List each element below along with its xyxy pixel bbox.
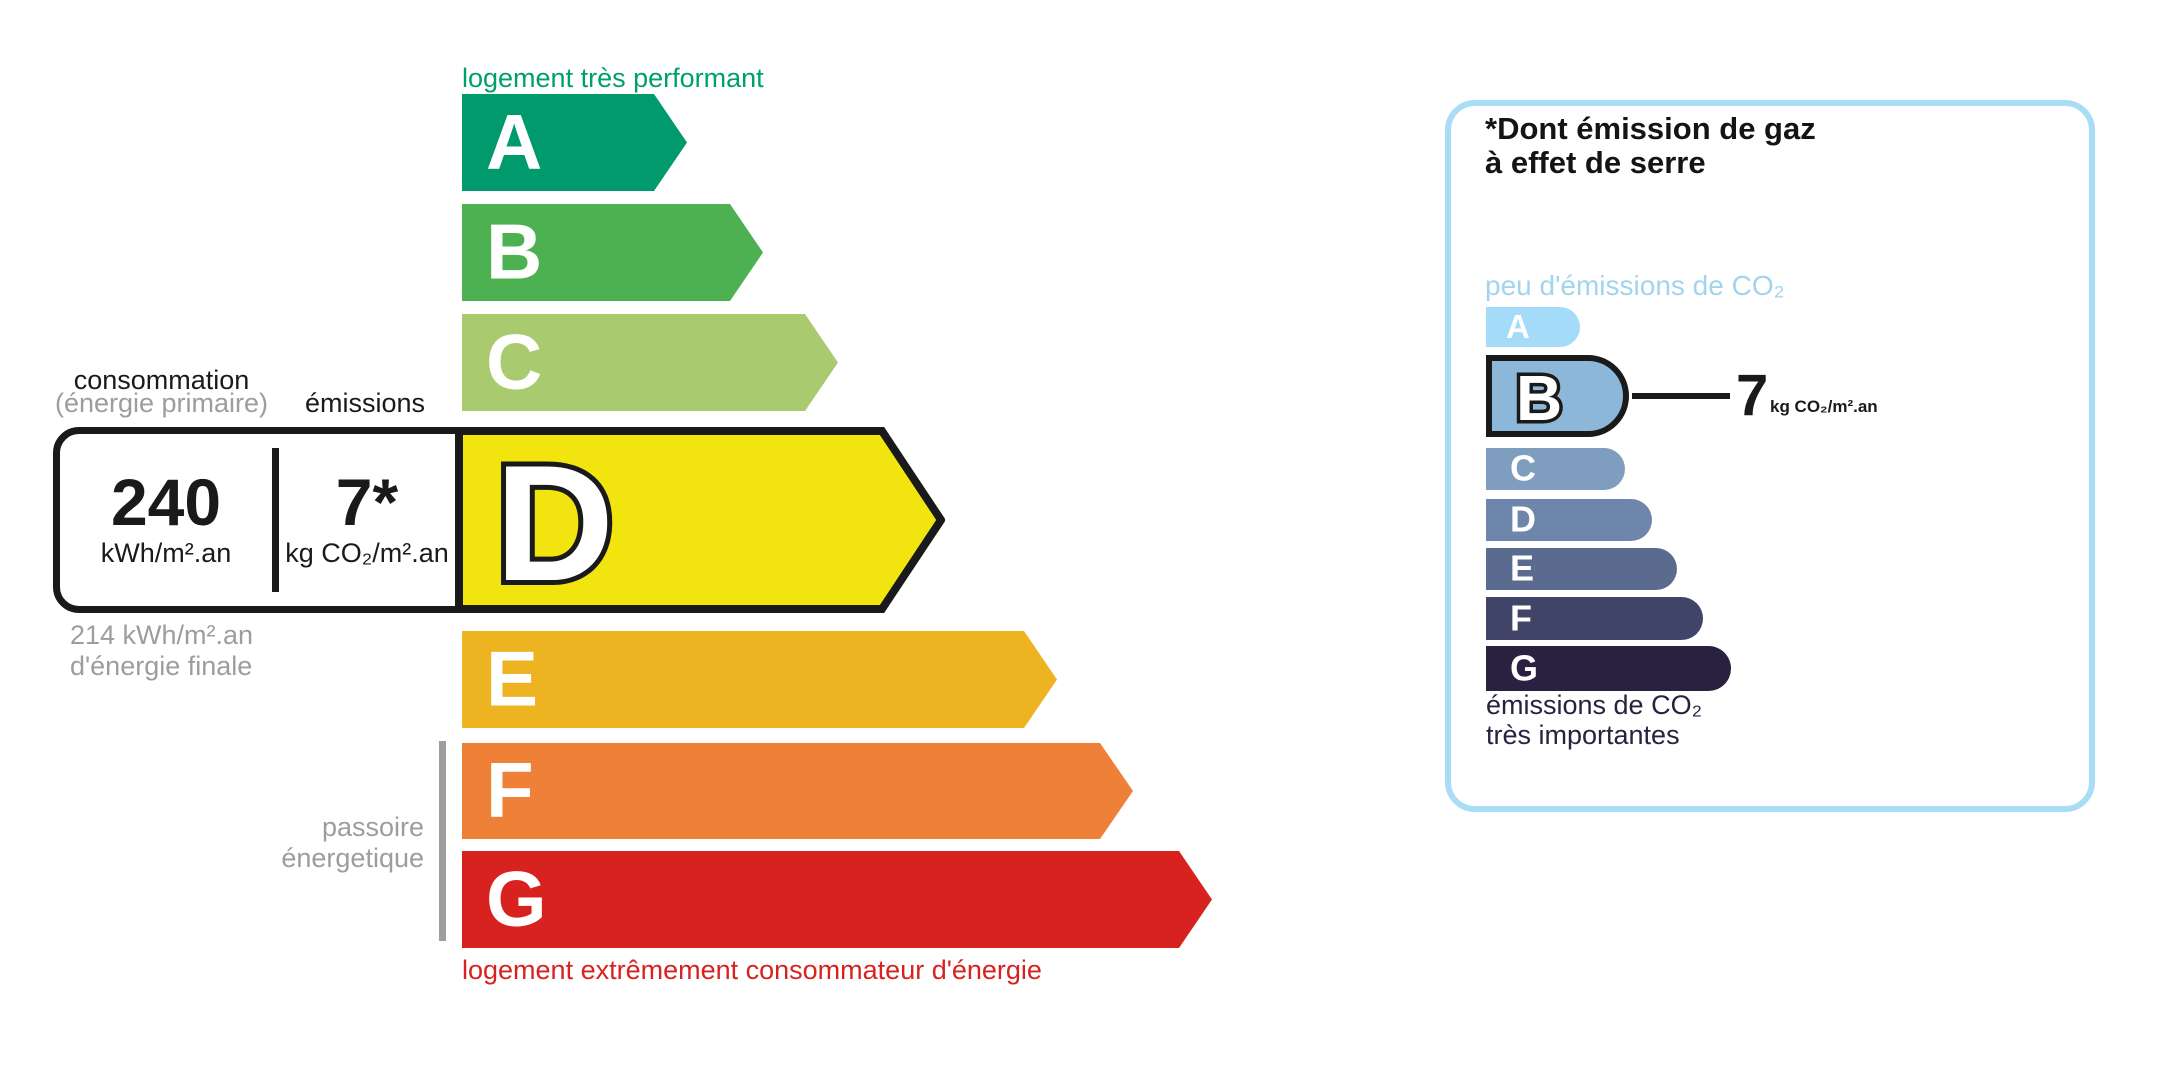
ges-class-b-letter: B [1516, 362, 1562, 431]
energy-class-letter: C [486, 316, 543, 405]
ges-class-b-letter-svg: B [1513, 359, 1566, 438]
ges-class-a-bar: A [1486, 307, 1580, 347]
emissions-header: émissions [305, 388, 426, 418]
ges-high-emissions-label: émissions de CO₂ très importantes [1486, 690, 1702, 750]
ges-class-e-bar: E [1486, 548, 1677, 590]
energy-class-letter: F [486, 745, 534, 834]
value-box-divider [272, 448, 279, 592]
energy-class-b-arrow: B [462, 204, 763, 301]
value-box: 240 kWh/m².an 7* kg CO₂/m².an [53, 427, 462, 613]
ges-class-g-bar: G [1486, 646, 1731, 691]
consumption-value-cell: 240 kWh/m².an [60, 434, 272, 606]
energy-class-letter: B [486, 206, 543, 295]
consumption-header: consommation (énergie primaire) [53, 365, 270, 418]
consumption-value: 240 [110, 465, 222, 540]
ges-high-line2: très importantes [1486, 720, 1680, 750]
sieve-bracket-bar [439, 741, 446, 941]
ges-class-letter: D [1510, 498, 1536, 540]
consumption-label: consommation [73, 365, 250, 395]
top-performance-label: logement très performant [462, 63, 764, 93]
ges-class-letter: G [1510, 646, 1539, 688]
ges-class-letter: E [1510, 547, 1535, 589]
energy-class-d-letter: D [495, 431, 614, 613]
energy-class-a-arrow: A [462, 94, 687, 191]
emissions-unit: kg CO₂/m².an [285, 537, 449, 568]
ges-class-letter: F [1510, 596, 1532, 638]
emissions-value-cell: 7* kg CO₂/m².an [279, 434, 455, 606]
emissions-value: 7* [335, 465, 399, 540]
ges-value-unit: kg CO₂/m².an [1770, 397, 1878, 416]
ges-high-line1: émissions de CO₂ [1486, 690, 1703, 720]
energy-sieve-label: passoire énergetique [200, 812, 424, 874]
ges-value-connector-line [1632, 393, 1730, 399]
energy-class-c-arrow: C [462, 314, 838, 411]
energy-class-f-arrow: F [462, 743, 1133, 839]
final-energy-caption: d'énergie finale [70, 651, 253, 681]
ges-class-d-bar: D [1486, 499, 1652, 541]
ges-title-line1: *Dont émission de gaz [1485, 111, 1816, 146]
energy-class-d-arrow-current: D [455, 427, 945, 613]
ges-class-letter: A [1506, 307, 1530, 345]
bottom-performance-label: logement extrêmement consommateur d'éner… [462, 955, 1042, 985]
ges-value: 7 [1736, 363, 1769, 428]
sieve-line2: énergetique [281, 843, 424, 873]
energy-class-letter: E [486, 633, 539, 722]
final-energy-value: 214 kWh/m².an [70, 620, 254, 650]
primary-energy-label: (énergie primaire) [54, 388, 269, 418]
final-energy-note: 214 kWh/m².an d'énergie finale [70, 620, 253, 682]
ges-class-c-bar: C [1486, 448, 1625, 490]
energy-class-letter: G [486, 853, 547, 942]
ges-title: *Dont émission de gaz à effet de serre [1485, 112, 1816, 180]
sieve-line1: passoire [321, 812, 424, 842]
ges-title-line2: à effet de serre [1485, 145, 1706, 180]
ges-class-letter: C [1510, 447, 1536, 489]
consumption-unit: kWh/m².an [100, 537, 232, 568]
ges-class-f-bar: F [1486, 597, 1703, 640]
ges-low-emissions-label: peu d'émissions de CO₂ [1485, 270, 1785, 301]
energy-class-e-arrow: E [462, 631, 1057, 728]
energy-class-g-arrow: G [462, 851, 1212, 948]
ges-class-b-bar-current: B [1486, 355, 1629, 438]
energy-class-letter: A [486, 96, 543, 185]
